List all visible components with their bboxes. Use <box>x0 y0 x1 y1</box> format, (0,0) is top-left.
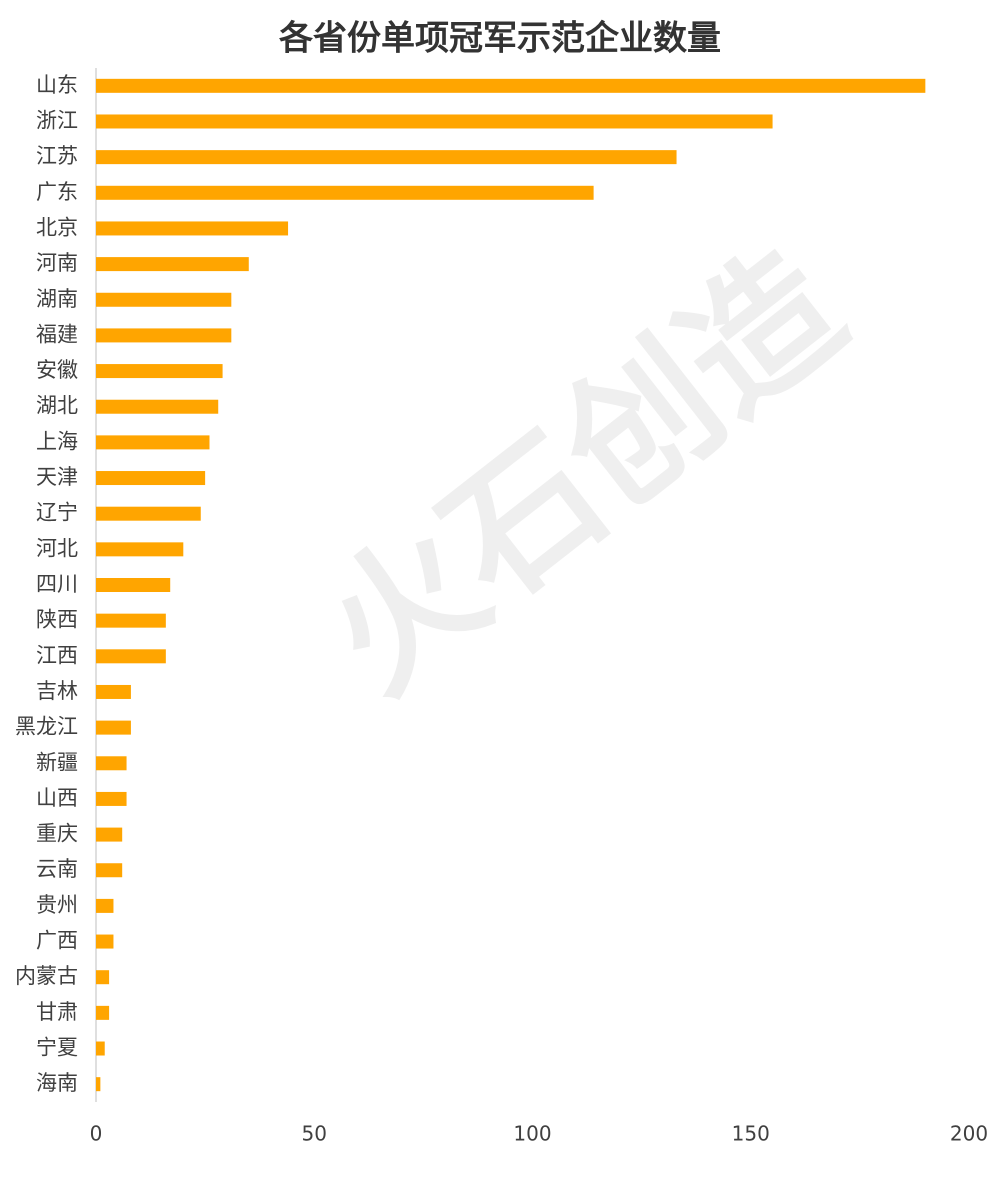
x-tick-label: 0 <box>90 1122 103 1146</box>
y-tick-label: 河南 <box>36 251 78 275</box>
bar <box>96 542 184 557</box>
y-tick-label: 福建 <box>36 322 78 346</box>
bar <box>96 791 127 806</box>
y-tick-label: 湖北 <box>36 394 78 418</box>
bar <box>96 1005 110 1020</box>
y-tick-label: 贵州 <box>36 893 78 917</box>
chart-title: 各省份单项冠军示范企业数量 <box>279 19 721 59</box>
x-tick-label: 50 <box>302 1122 327 1146</box>
bar <box>96 898 114 913</box>
x-tick-label: 200 <box>950 1122 988 1146</box>
bar <box>96 756 127 771</box>
y-tick-label: 吉林 <box>36 679 78 703</box>
bar <box>96 1041 105 1056</box>
y-tick-label: 江苏 <box>36 144 78 168</box>
y-tick-label: 北京 <box>36 215 78 239</box>
bar <box>96 506 201 521</box>
bar <box>96 328 232 343</box>
bar <box>96 292 232 307</box>
bar <box>96 578 171 592</box>
bar <box>96 114 773 129</box>
bar <box>96 221 289 236</box>
y-tick-label: 内蒙古 <box>15 964 78 988</box>
bar <box>96 649 166 664</box>
y-tick-label: 山东 <box>36 73 78 97</box>
bar <box>96 185 594 200</box>
x-tick-label: 150 <box>732 1122 770 1146</box>
bar <box>96 257 249 272</box>
y-tick-label: 河北 <box>36 536 78 560</box>
bar <box>96 863 123 878</box>
bar <box>96 1077 101 1092</box>
y-tick-label: 江西 <box>36 643 78 667</box>
y-tick-label: 湖南 <box>36 287 78 311</box>
bar <box>96 364 223 379</box>
y-tick-label: 天津 <box>36 465 78 489</box>
y-tick-label: 四川 <box>36 572 78 596</box>
y-tick-label: 山西 <box>36 786 78 810</box>
y-tick-label: 广东 <box>36 180 78 204</box>
bar <box>96 150 677 165</box>
watermark: 火石创造 <box>294 219 874 726</box>
y-tick-label: 辽宁 <box>36 501 78 525</box>
bar <box>96 720 131 735</box>
y-tick-label: 新疆 <box>36 750 78 774</box>
y-tick-label: 黑龙江 <box>15 715 78 739</box>
y-tick-label: 上海 <box>36 429 78 453</box>
bar <box>96 471 206 486</box>
bar <box>96 684 131 699</box>
bar <box>96 970 110 985</box>
y-tick-label: 甘肃 <box>36 1000 78 1024</box>
y-tick-label: 陕西 <box>36 608 78 632</box>
bar <box>96 934 114 949</box>
y-tick-label: 海南 <box>36 1071 78 1095</box>
bar <box>96 399 219 414</box>
bar <box>96 435 210 450</box>
y-tick-label: 云南 <box>36 857 78 881</box>
bar <box>96 827 123 842</box>
x-tick-label: 100 <box>513 1122 551 1146</box>
y-tick-label: 广西 <box>36 929 78 953</box>
y-tick-label: 浙江 <box>36 108 78 132</box>
y-tick-label: 安徽 <box>36 358 78 382</box>
bar <box>96 78 926 93</box>
y-tick-label: 宁夏 <box>36 1036 78 1060</box>
bar <box>96 613 166 628</box>
y-tick-label: 重庆 <box>36 822 78 846</box>
